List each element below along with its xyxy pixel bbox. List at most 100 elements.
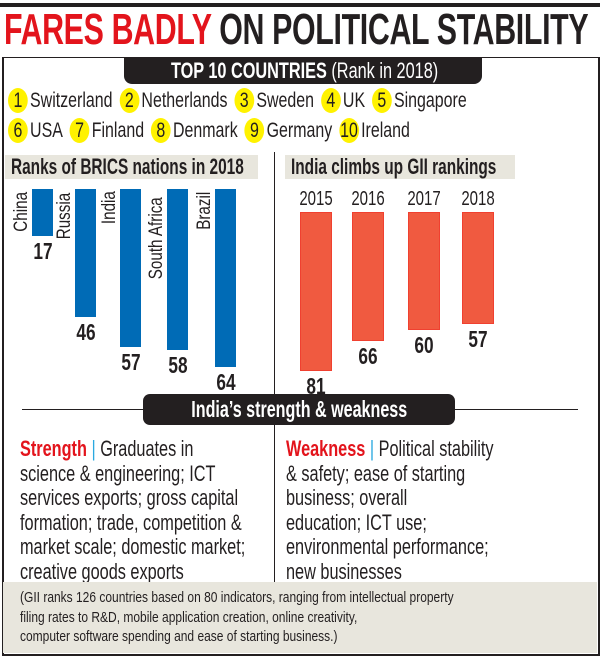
year-label: 2018 — [461, 188, 495, 210]
weakness-line-text: & safety; ease of starting — [286, 460, 466, 486]
country-name: Switzerland — [30, 89, 113, 112]
year-label: 2017 — [407, 188, 441, 210]
weakness-line: environmental performance; — [286, 534, 494, 560]
top10-item: 2 Netherlands — [119, 88, 234, 113]
footnote: (GII ranks 126 countries based on 80 ind… — [20, 588, 454, 647]
country-name: USA — [30, 119, 63, 142]
country-name: Denmark — [172, 119, 238, 142]
rank-badge: 9 — [244, 118, 265, 143]
value-label: 58 — [167, 352, 188, 379]
top10-heading: TOP 10 COUNTRIES (Rank in 2018) — [124, 57, 482, 84]
bar-india — [120, 189, 141, 348]
headline: FARES BADLY ON POLITICAL STABILITY — [4, 5, 589, 55]
strength-line-text: formation; trade, competition & — [20, 509, 242, 535]
top10-row-1: 1 Switzerland 2 Netherlands 3 Sweden 4 UK 5 Singa… — [8, 88, 474, 113]
weakness-text: Weakness | Political stability & safety; … — [286, 436, 494, 585]
value-label: 60 — [414, 331, 434, 358]
rank-badge: 2 — [119, 88, 140, 113]
strength-line-text: science & engineering; ICT — [20, 460, 216, 486]
strength-label: Strength — [20, 436, 87, 461]
column-divider — [274, 152, 275, 582]
weakness-line-text: business; overall — [286, 485, 408, 510]
separator: | — [91, 436, 96, 461]
footnote-bg — [3, 582, 597, 653]
footnote-line: filing rates to R&D, mobile application … — [20, 608, 358, 626]
footnote-line: (GII ranks 126 countries based on 80 ind… — [20, 589, 454, 606]
weakness-line: business; overall — [286, 485, 494, 511]
value-label: 64 — [215, 368, 236, 395]
bar-china — [32, 189, 53, 237]
bar-russia — [75, 189, 96, 317]
strength-line: Strength | Graduates in — [20, 436, 245, 462]
country-name: Sweden — [256, 89, 315, 112]
brics-chart-title: Ranks of BRICS nations in 2018 — [5, 155, 258, 179]
year-label: 2015 — [299, 188, 333, 210]
country-name: Ireland — [361, 119, 410, 142]
bar-2016 — [352, 212, 384, 342]
rank-badge: 6 — [8, 118, 28, 143]
strength-text: Strength | Graduates in science & enginee… — [20, 436, 246, 585]
category-label: China — [11, 191, 32, 232]
footnote-line: computer software spending and ease of s… — [20, 628, 338, 645]
value-label: 57 — [468, 325, 488, 352]
category-label: South Africa — [146, 197, 167, 280]
value-label: 17 — [32, 238, 53, 265]
bar-2015 — [300, 212, 332, 371]
strength-line: market scale; domestic market; — [20, 534, 246, 560]
gii-chart-title: India climbs up GII rankings — [285, 155, 515, 179]
category-label: India — [99, 191, 120, 225]
country-name: UK — [342, 89, 366, 112]
weakness-line: new businesses — [286, 558, 494, 585]
value-label: 46 — [75, 318, 96, 345]
rank-badge: 3 — [234, 88, 255, 113]
country-name: Singapore — [393, 89, 467, 112]
top10-row-2: 6 USA 7 Finland 8 Denmark 9 Germany 10 Ireland — [8, 118, 417, 143]
rank-badge: 10 — [339, 118, 359, 143]
strength-line-text: market scale; domestic market; — [20, 534, 246, 559]
strength-line-text: creative goods exports — [20, 558, 184, 584]
top10-item: 6 USA — [8, 118, 70, 143]
category-label: Brazil — [194, 191, 215, 230]
strength-line: formation; trade, competition & — [20, 509, 245, 536]
weakness-line-text: new businesses — [286, 558, 402, 584]
bar-2018 — [462, 212, 494, 324]
bar-south-africa — [167, 189, 188, 351]
weakness-line: & safety; ease of starting — [286, 460, 494, 487]
top10-item: 4 UK — [320, 88, 372, 113]
top10-subtitle: (Rank in 2018) — [331, 58, 439, 83]
rank-badge: 4 — [320, 88, 341, 113]
rank-badge: 8 — [150, 118, 171, 143]
year-label: 2016 — [351, 188, 385, 210]
strength-line-text: services exports; gross capital — [20, 485, 239, 510]
rank-badge: 7 — [69, 118, 90, 143]
top10-item: 8 Denmark — [150, 118, 245, 143]
weakness-label: Weakness — [286, 436, 366, 461]
strength-line: creative goods exports — [20, 558, 245, 585]
top10-item: 3 Sweden — [234, 88, 321, 113]
strength-line: services exports; gross capital — [20, 485, 245, 511]
top10-title: TOP 10 COUNTRIES — [170, 58, 327, 83]
rank-badge: 1 — [8, 88, 28, 113]
bar-brazil — [215, 189, 236, 367]
headline-black: ON POLITICAL STABILITY — [219, 5, 589, 54]
strength-line: science & engineering; ICT — [20, 460, 245, 487]
top10-item: 9 Germany — [244, 118, 340, 143]
category-label: Russia — [54, 192, 75, 240]
country-name: Netherlands — [141, 89, 228, 112]
top10-item: 1 Switzerland — [8, 88, 119, 113]
bar-2017 — [408, 212, 440, 330]
top-rule — [0, 3, 600, 7]
sw-heading: India’s strength & weakness — [143, 394, 455, 425]
strength-line-text: Graduates in — [95, 436, 194, 461]
weakness-line: education; ICT use; — [286, 509, 494, 536]
weakness-line-text: environmental performance; — [286, 534, 489, 559]
country-name: Finland — [91, 119, 145, 142]
value-label: 66 — [358, 343, 378, 370]
top10-item: 5 Singapore — [371, 88, 474, 113]
weakness-line: Weakness | Political stability — [286, 436, 494, 462]
weakness-line-text: Political stability — [374, 436, 494, 461]
top10-item: 7 Finland — [69, 118, 151, 143]
weakness-line-text: education; ICT use; — [286, 509, 427, 535]
value-label: 57 — [120, 349, 141, 376]
